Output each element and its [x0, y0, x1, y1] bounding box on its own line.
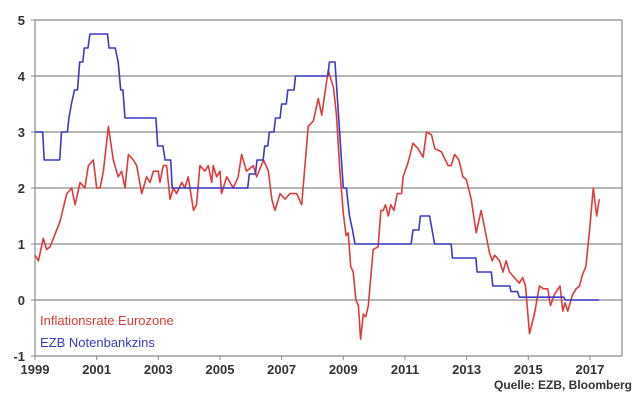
y-tick-label: 5: [18, 13, 25, 28]
source-note: Quelle: EZB, Bloomberg: [494, 378, 632, 392]
y-axis-ticks: -1 0 1 2 3 4 5: [13, 13, 35, 364]
y-tick-label: 0: [18, 293, 25, 308]
series-line-inflation: [34, 69, 600, 341]
gridlines: [35, 19, 622, 301]
y-tick-label: 3: [18, 125, 25, 140]
y-tick-label: 4: [18, 69, 26, 84]
x-tick-label: 2003: [144, 362, 173, 377]
x-tick-label: 2009: [329, 362, 358, 377]
x-tick-label: 2007: [267, 362, 296, 377]
x-tick-label: 2015: [514, 362, 543, 377]
series-group: [34, 33, 600, 341]
x-tick-label: 2017: [575, 362, 604, 377]
y-tick-label: 1: [18, 237, 25, 252]
x-tick-label: 2001: [82, 362, 111, 377]
y-tick-label: 2: [18, 181, 25, 196]
x-tick-label: 1999: [21, 362, 50, 377]
x-axis-ticks: 1999 2001 2003 2005 2007 2009 2011 2013 2015 2017: [21, 356, 604, 377]
x-tick-label: 2013: [452, 362, 481, 377]
legend-ecb-rate: EZB Notenbankzins: [40, 335, 155, 350]
legend-inflation: Inflationsrate Eurozone: [40, 313, 174, 328]
x-tick-label: 2005: [206, 362, 235, 377]
x-tick-label: 2011: [391, 362, 419, 377]
series-line-ecb-rate: [35, 33, 600, 301]
y-tick-label: -1: [13, 349, 25, 364]
